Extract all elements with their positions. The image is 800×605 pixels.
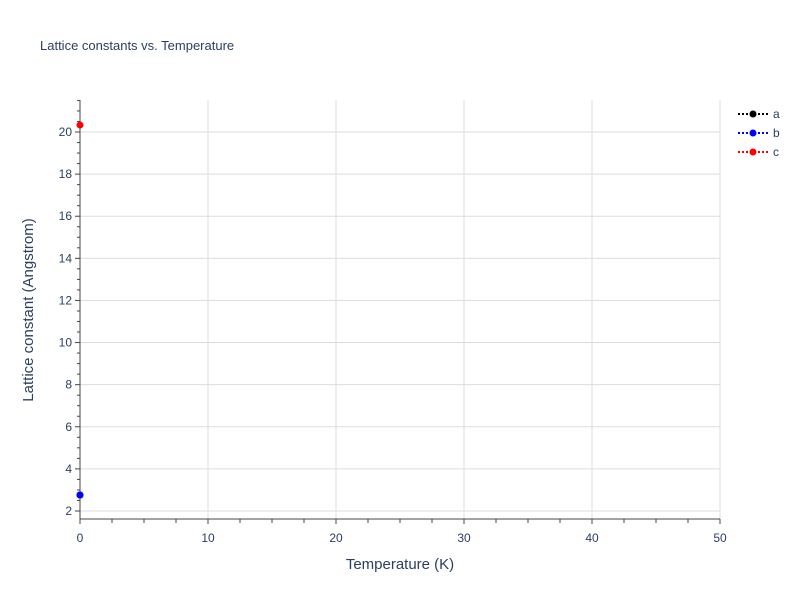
data-point-b	[76, 491, 84, 499]
chart-title: Lattice constants vs. Temperature	[40, 38, 234, 53]
y-tick-label: 18	[59, 167, 73, 181]
legend[interactable]: abc	[738, 107, 780, 159]
data-point-c	[76, 121, 84, 129]
y-axis-label: Lattice constant (Angstrom)	[20, 218, 37, 401]
axes: 0 10 20 30 40 50 2 4 6 8 10 12 14 16 18 20	[59, 99, 727, 545]
legend-label-b: b	[773, 126, 780, 140]
x-tick-label: 40	[585, 531, 599, 545]
y-tick-label: 10	[59, 336, 73, 350]
y-tick-label: 6	[65, 420, 72, 434]
x-tick-label: 50	[713, 531, 727, 545]
y-tick-label: 12	[59, 293, 73, 307]
data-points	[76, 121, 84, 499]
legend-marker-a	[749, 110, 757, 118]
y-tick-label: 14	[59, 251, 73, 265]
x-tick-label: 0	[77, 531, 84, 545]
legend-label-a: a	[773, 107, 780, 121]
x-tick-label: 20	[329, 531, 343, 545]
y-tick-label: 8	[65, 378, 72, 392]
y-tick-label: 2	[65, 504, 72, 518]
x-tick-label: 10	[201, 531, 215, 545]
y-tick-label: 16	[59, 209, 73, 223]
legend-marker-c	[749, 148, 757, 156]
legend-marker-b	[749, 129, 757, 137]
x-axis-label: Temperature (K)	[346, 556, 454, 573]
legend-label-c: c	[773, 145, 779, 159]
x-tick-label: 30	[457, 531, 471, 545]
y-tick-label: 20	[59, 125, 73, 139]
grid	[80, 100, 721, 519]
y-tick-label: 4	[65, 462, 72, 476]
